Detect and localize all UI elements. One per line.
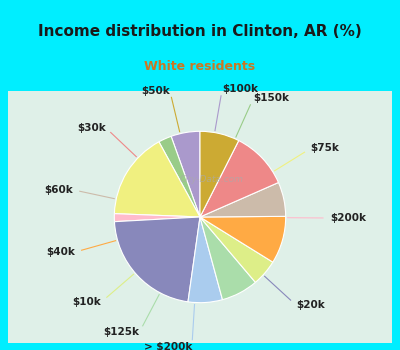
Wedge shape [200,131,239,217]
Wedge shape [171,131,200,217]
Wedge shape [114,142,200,217]
Wedge shape [188,217,222,303]
Text: $60k: $60k [44,185,73,195]
Wedge shape [200,217,256,300]
Text: $10k: $10k [73,297,102,307]
Text: $200k: $200k [330,213,366,223]
Text: $100k: $100k [222,84,258,94]
Text: $75k: $75k [310,144,339,154]
Text: $50k: $50k [141,85,170,96]
Text: $150k: $150k [253,93,289,103]
Text: > $200k: > $200k [144,342,192,350]
Text: $125k: $125k [104,327,140,337]
Wedge shape [114,214,200,222]
Wedge shape [200,182,286,217]
Wedge shape [200,217,273,282]
Wedge shape [159,136,200,217]
Text: $30k: $30k [77,122,106,133]
Text: $20k: $20k [296,300,324,310]
Wedge shape [200,141,278,217]
Wedge shape [114,217,200,302]
Text: City-Data.com: City-Data.com [180,175,244,184]
Text: Income distribution in Clinton, AR (%): Income distribution in Clinton, AR (%) [38,24,362,39]
Text: $40k: $40k [46,247,75,257]
Wedge shape [200,216,286,262]
Text: White residents: White residents [144,60,256,73]
